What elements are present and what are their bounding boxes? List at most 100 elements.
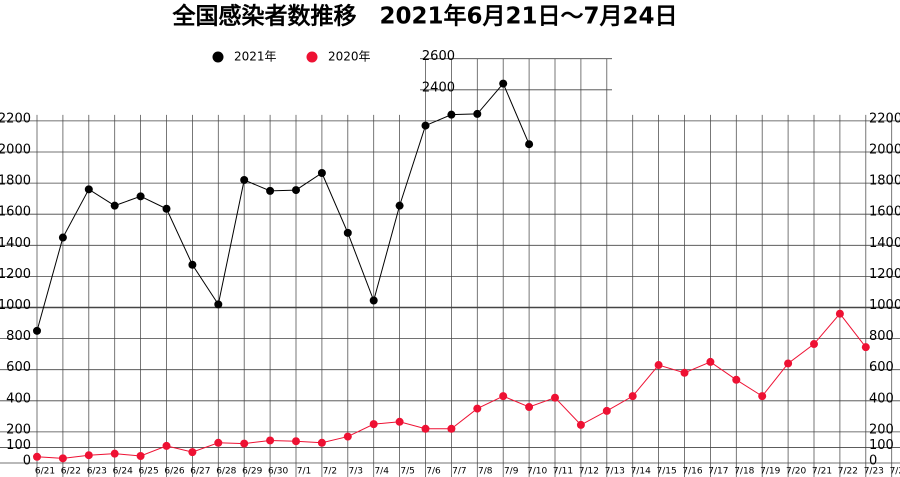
x-tick-label: 7/1 — [297, 467, 311, 477]
y-tick-label-right: 1800 — [869, 174, 900, 189]
point — [395, 201, 404, 210]
x-tick-label: 7/23 — [864, 467, 884, 477]
x-tick-label: 7/13 — [605, 467, 625, 477]
point — [861, 343, 870, 352]
y-tick-label: 200 — [6, 422, 31, 437]
point — [758, 392, 767, 401]
point — [732, 375, 741, 384]
point — [784, 359, 793, 368]
point — [84, 451, 93, 460]
x-tick-label: 7/4 — [374, 467, 389, 477]
point — [551, 393, 559, 402]
y-tick-label-right: 100 — [869, 438, 894, 453]
y-tick-label-right: 400 — [869, 391, 894, 406]
x-tick-label: 7/19 — [760, 467, 780, 477]
x-tick-label: 7/7 — [452, 467, 466, 477]
point — [835, 309, 844, 318]
x-tick-label: 7/10 — [527, 467, 547, 477]
x-tick-label: 7/3 — [349, 467, 363, 477]
point — [188, 260, 197, 269]
x-tick-label: 7/22 — [838, 467, 858, 477]
x-tick-label: 6/22 — [61, 467, 81, 477]
point — [369, 296, 378, 305]
point — [395, 417, 404, 426]
y-tick-label-right: 1200 — [869, 267, 900, 282]
x-tick-label: 6/25 — [138, 467, 158, 477]
y-tick-label-right: 2200 — [869, 111, 900, 126]
y-tick-label: 1000 — [0, 298, 31, 313]
x-tick-label: 7/11 — [553, 467, 573, 477]
y-tick-label-right: 0 — [869, 454, 877, 469]
legend-label: 2021年 — [234, 50, 277, 64]
point — [292, 186, 300, 195]
x-tick-label: 7/16 — [682, 467, 702, 477]
point — [110, 449, 119, 458]
y-tick-label: 400 — [6, 391, 31, 406]
y-tick-label-right: 1000 — [869, 298, 900, 313]
y-tick-label-right: 800 — [869, 329, 894, 344]
x-tick-label: 6/29 — [242, 467, 262, 477]
point — [240, 439, 249, 448]
point — [499, 79, 508, 88]
point — [110, 201, 119, 210]
point — [214, 300, 223, 309]
y-tick-label: 2600 — [422, 49, 455, 64]
x-tick-label: 7/8 — [478, 467, 493, 477]
point — [136, 452, 145, 461]
point — [33, 452, 41, 461]
point — [58, 454, 67, 463]
y-tick-label-right: 1400 — [869, 236, 900, 251]
legend-label: 2020年 — [328, 50, 371, 64]
point — [266, 186, 275, 195]
x-tick-label: 7/2 — [323, 467, 337, 477]
point — [447, 424, 456, 433]
point — [343, 432, 352, 441]
x-tick-label: 6/30 — [268, 467, 288, 477]
point — [525, 403, 534, 412]
point — [369, 420, 378, 429]
point — [317, 438, 326, 447]
y-tick-label-right: 600 — [869, 360, 894, 375]
x-tick-label: 6/21 — [35, 467, 55, 477]
point — [447, 110, 456, 119]
point — [162, 204, 171, 213]
point — [84, 185, 93, 194]
point — [33, 326, 41, 335]
point — [421, 424, 430, 433]
point — [343, 228, 352, 237]
y-tick-label-right: 2000 — [869, 143, 900, 158]
y-tick-label: 1600 — [0, 205, 31, 220]
point — [576, 420, 585, 429]
point — [810, 340, 818, 349]
x-tick-label: 6/28 — [216, 467, 236, 477]
point — [706, 357, 715, 366]
y-tick-label: 1400 — [0, 236, 31, 251]
point — [473, 404, 482, 413]
point — [162, 441, 171, 450]
x-tick-label: 7/24 — [890, 467, 900, 477]
legend-marker — [306, 51, 318, 63]
x-tick-label: 7/5 — [400, 467, 414, 477]
x-tick-label: 7/17 — [708, 467, 728, 477]
x-tick-label: 6/23 — [87, 467, 107, 477]
x-tick-label: 7/14 — [631, 467, 651, 477]
point — [266, 436, 275, 445]
x-tick-label: 6/26 — [164, 467, 184, 477]
point — [654, 361, 663, 370]
y-tick-label-right: 1600 — [869, 205, 900, 220]
x-tick-label: 6/24 — [113, 467, 133, 477]
point — [628, 392, 637, 401]
y-tick-label-right: 200 — [869, 422, 894, 437]
legend-marker — [212, 51, 224, 63]
y-tick-label: 800 — [6, 329, 31, 344]
y-tick-label: 1200 — [0, 267, 31, 282]
x-tick-label: 7/6 — [426, 467, 441, 477]
y-tick-label: 2200 — [0, 111, 31, 126]
point — [602, 406, 611, 415]
point — [292, 437, 300, 446]
point — [240, 175, 249, 184]
x-tick-label: 7/12 — [579, 467, 599, 477]
point — [58, 233, 67, 242]
chart-title: 全国感染者数推移 2021年6月21日～7月24日 — [171, 3, 677, 30]
